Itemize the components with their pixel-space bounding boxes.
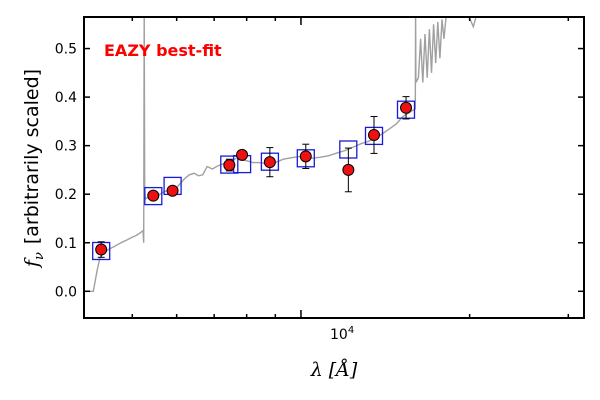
annotation-label: EAZY best-fit	[104, 41, 222, 60]
observed-point-7	[342, 163, 355, 176]
observed-point-9	[400, 101, 413, 114]
y-tick-label-5: 0.5	[55, 42, 77, 58]
observed-point-0	[95, 243, 108, 256]
model-point-3	[220, 155, 239, 174]
y-axis-text: [arbitrarily scaled]	[21, 69, 43, 244]
observed-point-1	[147, 189, 160, 202]
axis-ticks	[84, 17, 584, 318]
y-tick-label-0: 0.0	[55, 284, 77, 300]
y-axis-symbol: f	[21, 257, 43, 269]
observed-photometry-layer	[95, 96, 413, 258]
observed-point-5	[263, 156, 276, 169]
y-tick-label-2: 0.2	[55, 187, 77, 203]
x-tick-label-base: 10	[330, 327, 348, 343]
model-point-1	[144, 186, 163, 206]
observed-point-4	[236, 148, 249, 161]
template-spectrum-line	[84, 17, 477, 292]
y-tick-label-1: 0.1	[55, 236, 77, 252]
plot-background	[84, 17, 584, 318]
y-tick-label-4: 0.4	[55, 90, 77, 106]
plot-frame	[83, 16, 585, 319]
observed-point-8	[367, 128, 380, 141]
template-layer	[84, 17, 477, 292]
observed-point-3	[223, 159, 236, 172]
x-tick-label-exponent: 4	[348, 325, 354, 336]
y-tick-labels: 0.0 0.1 0.2 0.3 0.4 0.5	[55, 42, 77, 301]
x-axis-unit: [Å]	[329, 359, 358, 381]
x-axis-lambda: λ	[310, 359, 323, 381]
observed-point-6	[299, 150, 312, 163]
y-axis-subscript: ν	[32, 252, 47, 260]
x-tick-label-1e4: 104	[330, 325, 354, 343]
y-tick-label-3: 0.3	[55, 139, 77, 155]
y-axis-title: fν [arbitrarily scaled]	[21, 69, 47, 269]
observed-point-2	[166, 184, 179, 197]
x-axis-title: λ [Å]	[310, 359, 358, 381]
